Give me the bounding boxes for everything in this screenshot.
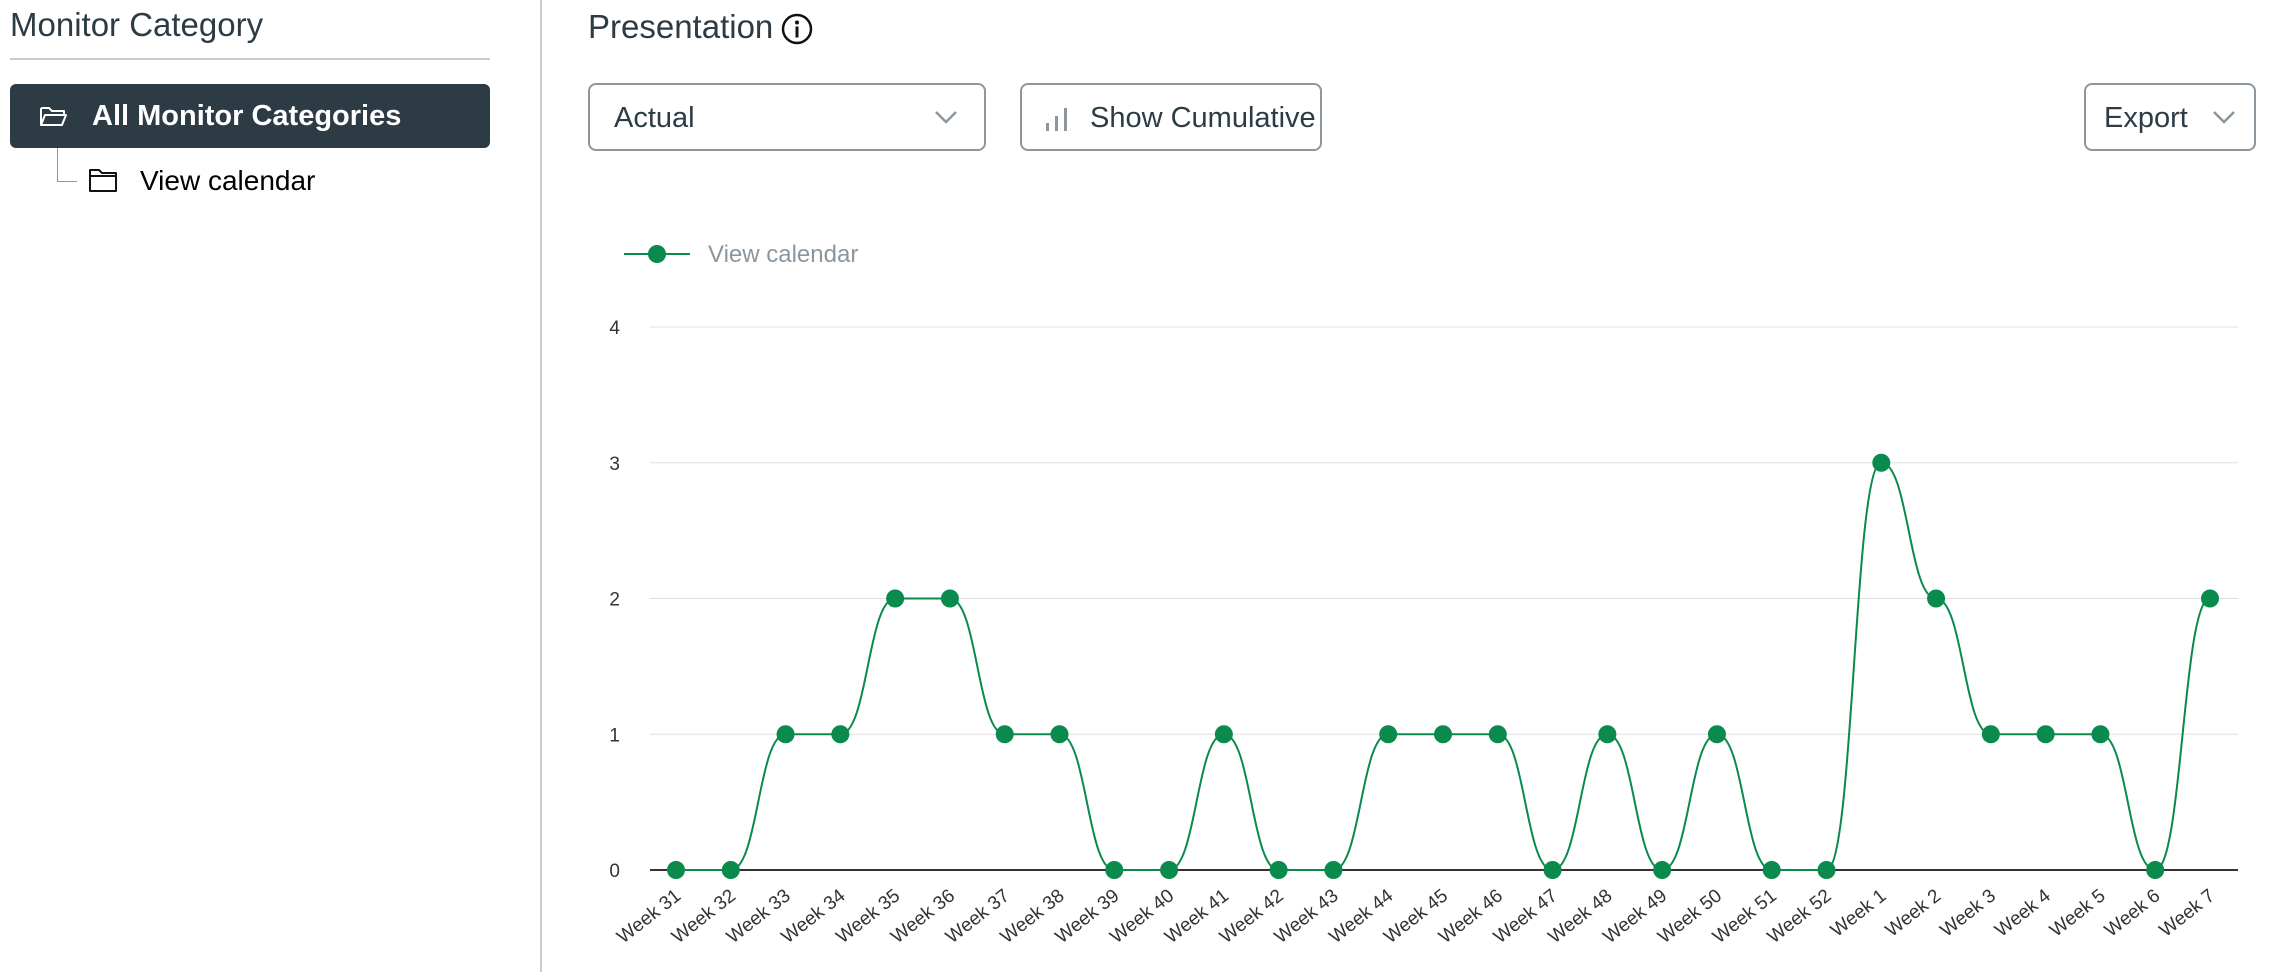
folder-icon xyxy=(89,169,117,192)
data-point xyxy=(1269,861,1288,879)
data-point xyxy=(995,725,1014,744)
sidebar: Monitor Category All Monitor Categories … xyxy=(0,0,540,972)
sidebar-title: Monitor Category xyxy=(10,6,264,43)
x-tick-label: Week 5 xyxy=(2046,885,2109,941)
x-tick-label: Week 1 xyxy=(1827,885,1890,941)
data-point xyxy=(1050,725,1069,744)
chevron-down-icon xyxy=(2213,111,2235,124)
data-point xyxy=(1324,861,1343,879)
y-tick-label: 4 xyxy=(609,318,620,339)
category-view-calendar[interactable]: View calendar xyxy=(84,160,384,204)
data-point xyxy=(831,725,850,744)
export-button[interactable]: Export xyxy=(2084,83,2256,151)
presentation-select[interactable]: Actual xyxy=(588,83,986,151)
y-tick-label: 3 xyxy=(609,454,620,475)
legend-label: View calendar xyxy=(708,241,858,268)
show-cumulative-label: Show Cumulative xyxy=(1090,102,1316,134)
series-line xyxy=(675,461,2211,872)
tree-connector xyxy=(57,148,58,182)
data-point xyxy=(1872,453,1891,472)
data-point xyxy=(1160,861,1179,879)
folder-open-icon xyxy=(40,107,67,126)
info-icon[interactable] xyxy=(780,12,814,46)
data-point xyxy=(2036,725,2055,744)
x-tick-label: Week 2 xyxy=(1882,885,1945,941)
data-point xyxy=(1214,725,1233,744)
y-tick-label: 1 xyxy=(609,725,620,746)
data-point xyxy=(1981,725,2000,744)
data-point xyxy=(1434,725,1452,744)
chevron-down-icon xyxy=(935,111,957,124)
data-point xyxy=(1762,861,1781,879)
data-point xyxy=(1927,589,1946,608)
data-point xyxy=(721,861,740,879)
legend-marker xyxy=(648,245,666,263)
panel-divider xyxy=(540,0,542,972)
data-point xyxy=(1598,725,1617,744)
sidebar-divider xyxy=(10,58,490,60)
data-point xyxy=(1653,861,1672,879)
data-point xyxy=(2146,861,2165,879)
x-tick-label: Week 4 xyxy=(1991,885,2055,941)
data-point xyxy=(940,589,959,608)
y-tick-label: 0 xyxy=(609,861,620,882)
data-point xyxy=(1817,861,1836,879)
x-tick-label: Week 7 xyxy=(2156,885,2219,941)
data-point xyxy=(1379,725,1398,744)
data-point xyxy=(1707,725,1726,744)
category-all[interactable]: All Monitor Categories xyxy=(10,84,490,148)
data-point xyxy=(776,725,795,744)
show-cumulative-button[interactable]: Show Cumulative xyxy=(1020,83,1322,151)
data-point xyxy=(2091,725,2110,744)
data-point xyxy=(2201,589,2219,608)
data-point xyxy=(886,589,905,608)
category-view-calendar-label: View calendar xyxy=(140,165,316,196)
presentation-select-value: Actual xyxy=(614,102,695,134)
y-tick-label: 2 xyxy=(609,590,620,611)
data-point xyxy=(1488,725,1507,744)
page-title: Presentation xyxy=(588,8,774,45)
x-tick-label: Week 6 xyxy=(2101,885,2164,941)
data-point xyxy=(1543,861,1562,879)
tree-connector-branch xyxy=(57,181,77,182)
data-point xyxy=(667,861,685,879)
data-point xyxy=(1105,861,1124,879)
x-tick-label: Week 3 xyxy=(1937,885,2000,941)
bar-chart-icon xyxy=(1046,108,1067,131)
export-label: Export xyxy=(2104,102,2188,134)
category-all-label: All Monitor Categories xyxy=(92,100,402,132)
